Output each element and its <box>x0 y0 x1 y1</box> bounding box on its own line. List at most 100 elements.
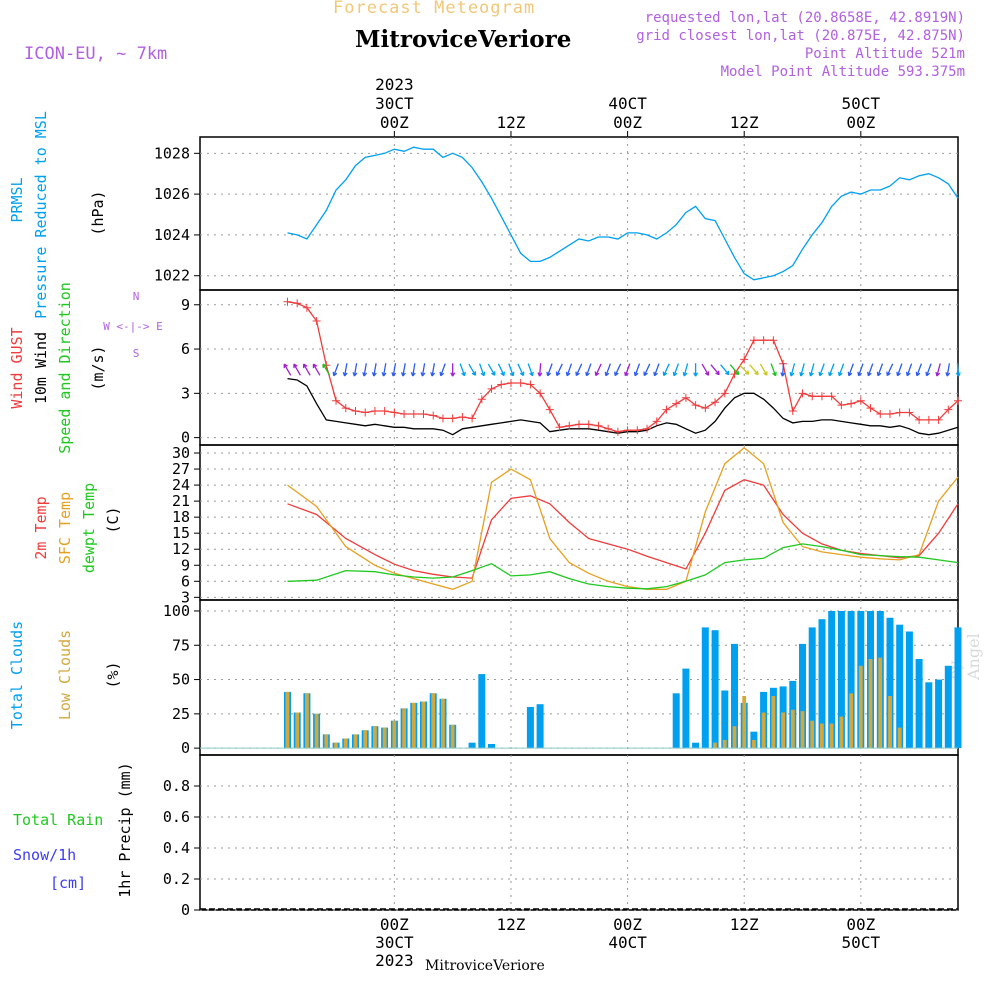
wind-arrow <box>508 363 515 377</box>
closest-coords: grid closest lon,lat (20.875E, 42.875N) <box>636 28 965 44</box>
gust-marker <box>584 420 593 429</box>
gust-marker <box>924 415 933 424</box>
wind-arrow <box>527 363 534 377</box>
gust-marker <box>351 407 360 416</box>
cloud-low-bar <box>363 730 368 749</box>
bottom-time-label: 12Z <box>497 915 526 934</box>
cloud-low-bar <box>450 724 455 749</box>
cloud-low-bar <box>849 693 853 749</box>
ylabel-precip: 1hr Precip (mm) <box>116 762 134 897</box>
gust-marker <box>866 404 875 413</box>
gust-marker <box>341 404 350 413</box>
wind-arrow <box>720 364 730 376</box>
y-tick-label: 1022 <box>154 267 190 285</box>
gust-marker <box>847 399 856 408</box>
gust-marker <box>749 336 758 345</box>
gust-marker <box>613 427 622 436</box>
gust-marker <box>516 379 525 387</box>
wind-arrow <box>487 363 496 376</box>
wind-arrow <box>955 363 961 377</box>
y-tick-label: 9 <box>181 556 190 574</box>
wind-arrow <box>450 363 456 377</box>
cloud-low-bar <box>285 691 290 749</box>
wind-arrow <box>818 363 825 377</box>
y-tick-label: 3 <box>181 588 190 606</box>
cloud-total-bar <box>488 744 495 749</box>
y-tick-label: 15 <box>172 524 190 542</box>
wind-arrow <box>759 363 768 376</box>
temp-line-temp2m <box>287 479 959 579</box>
cloud-low-bar <box>820 723 824 749</box>
y-tick-label: 0.4 <box>163 839 190 857</box>
y-tick-label: 1024 <box>154 226 190 244</box>
bottom-time-label: 50CT <box>842 933 881 952</box>
compass-s: S <box>133 347 140 360</box>
y-tick-label: 0 <box>181 901 190 919</box>
gust-marker <box>623 426 632 435</box>
wind-arrow <box>555 363 563 377</box>
gust-marker <box>526 380 535 389</box>
wind-arrow <box>876 363 884 377</box>
cloud-total-bar <box>915 659 923 749</box>
wind-arrow <box>410 363 416 377</box>
gust-marker <box>594 421 603 430</box>
cloud-total-bar <box>818 619 826 749</box>
model-altitude: Model Point Altitude 593.375m <box>720 64 965 80</box>
wind-arrow <box>653 363 660 377</box>
gust-marker <box>876 410 885 418</box>
gust-marker <box>934 415 943 424</box>
wind-arrow <box>420 363 426 377</box>
gust-marker <box>565 421 574 430</box>
y-tick-label: 9 <box>181 296 190 314</box>
top-time-label: 40CT <box>608 94 647 113</box>
model-label: ICON-EU, ~ 7km <box>24 44 168 64</box>
label-snow-unit: [cm] <box>50 874 86 892</box>
wind-arrow <box>575 363 583 377</box>
gust-marker <box>681 393 690 402</box>
cloud-low-bar <box>858 665 863 749</box>
cloud-low-bar <box>441 698 445 749</box>
cloud-total-bar <box>954 627 962 749</box>
gust-marker <box>477 395 486 404</box>
wind-arrow <box>537 363 543 377</box>
wind-arrow <box>283 363 292 376</box>
y-tick-label: 0.6 <box>163 808 190 826</box>
ylabel-prmsl: PRMSL <box>8 177 26 222</box>
gust-marker <box>575 420 583 429</box>
wind-arrow <box>780 363 786 377</box>
cloud-low-bar <box>752 739 756 749</box>
cloud-low-bar <box>800 711 805 749</box>
ylabel-pressure: Pressure Reduced to MSL <box>32 111 50 319</box>
cloud-low-bar <box>829 723 834 749</box>
cloud-low-bar <box>295 712 300 749</box>
gust-marker <box>332 396 341 405</box>
wind-arrow <box>312 363 321 376</box>
gust-marker <box>895 408 904 417</box>
wind-arrow <box>662 363 670 377</box>
cloud-total-bar <box>701 627 709 749</box>
gust-marker <box>652 417 661 426</box>
top-time-label: 00Z <box>613 113 642 132</box>
gust-marker <box>409 410 418 418</box>
label-snow: Snow/1h <box>13 846 76 864</box>
y-tick-label: 6 <box>181 572 190 590</box>
cloud-low-bar <box>839 716 844 749</box>
wind-arrow <box>322 363 331 376</box>
gust-marker <box>643 424 652 433</box>
top-time-label: 30CT <box>375 94 414 113</box>
temp-line-dewpt <box>287 543 959 590</box>
top-time-label: 00Z <box>380 113 409 132</box>
y-tick-label: 30 <box>172 444 190 462</box>
gust-marker <box>506 379 515 387</box>
top-time-label: 2023 <box>375 75 414 94</box>
wind-arrow <box>342 363 348 377</box>
gust-marker <box>817 392 826 401</box>
cloud-total-bar <box>905 631 913 749</box>
panel-frame-precip <box>199 754 959 911</box>
cloud-low-bar <box>790 709 795 749</box>
gust-marker <box>662 405 671 414</box>
cloud-low-bar <box>402 708 406 749</box>
gust-marker <box>701 404 710 413</box>
wind-arrow <box>381 363 387 377</box>
y-tick-label: 0 <box>181 429 190 447</box>
